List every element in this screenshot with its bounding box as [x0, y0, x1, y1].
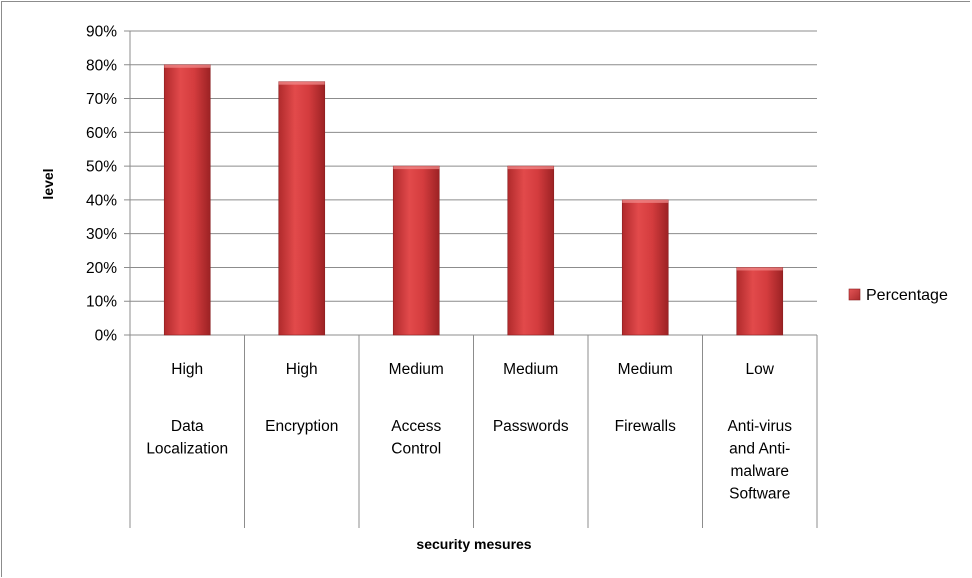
y-tick-label: 30%	[86, 226, 117, 243]
bar	[621, 199, 669, 336]
x-category-name-label: Encryption	[265, 418, 338, 435]
gridlines	[124, 30, 817, 336]
x-category-name-label: Passwords	[493, 418, 569, 435]
x-category-name-label: malware	[730, 463, 789, 480]
bar	[392, 165, 440, 336]
axes	[129, 31, 818, 528]
bars	[163, 64, 784, 336]
y-tick-label: 0%	[95, 328, 118, 345]
y-tick-label: 80%	[86, 57, 117, 74]
y-tick-label: 20%	[86, 260, 117, 277]
legend-label-percentage: Percentage	[866, 287, 948, 304]
bar-highlight	[164, 64, 211, 68]
y-tick-label: 50%	[86, 159, 117, 176]
bar	[736, 267, 784, 336]
bar-highlight	[622, 199, 669, 203]
x-category-name-label: Control	[391, 441, 441, 458]
y-tick-labels: 0% 10% 20% 30% 40% 50% 60% 70% 80% 90%	[86, 24, 117, 345]
bar-highlight	[278, 81, 325, 85]
x-category-name-label: Data	[171, 418, 204, 435]
y-tick-label: 70%	[86, 91, 117, 108]
y-tick-label: 40%	[86, 192, 117, 209]
bar	[507, 165, 555, 336]
x-category-name-label: Software	[729, 486, 790, 503]
x-axis-title: security mesures	[416, 536, 531, 552]
x-category-level-label: Low	[746, 361, 775, 378]
x-category-level-label: High	[171, 361, 203, 378]
legend-swatch	[848, 288, 861, 301]
x-category-level-label: High	[286, 361, 318, 378]
x-category-name-label: and Anti-	[729, 441, 790, 458]
y-tick-label: 10%	[86, 294, 117, 311]
x-category-level-label: Medium	[618, 361, 673, 378]
x-category-level-label: Medium	[389, 361, 444, 378]
x-category-name-label: Firewalls	[615, 418, 676, 435]
bar-highlight	[736, 267, 783, 271]
bar	[163, 64, 211, 336]
bar-highlight	[393, 166, 440, 170]
x-category-name-label: Access	[391, 418, 441, 435]
y-tick-label: 60%	[86, 125, 117, 142]
bar-highlight	[507, 166, 554, 170]
y-axis-title: level	[40, 168, 56, 199]
x-category-labels: High Data Localization High Encryption Medium…	[146, 361, 792, 503]
x-category-name-label: Localization	[146, 441, 228, 458]
legend: Percentage	[848, 287, 948, 304]
x-category-name-label: Anti-virus	[727, 418, 792, 435]
bar	[278, 81, 326, 336]
y-tick-label: 90%	[86, 24, 117, 41]
x-category-level-label: Medium	[503, 361, 558, 378]
